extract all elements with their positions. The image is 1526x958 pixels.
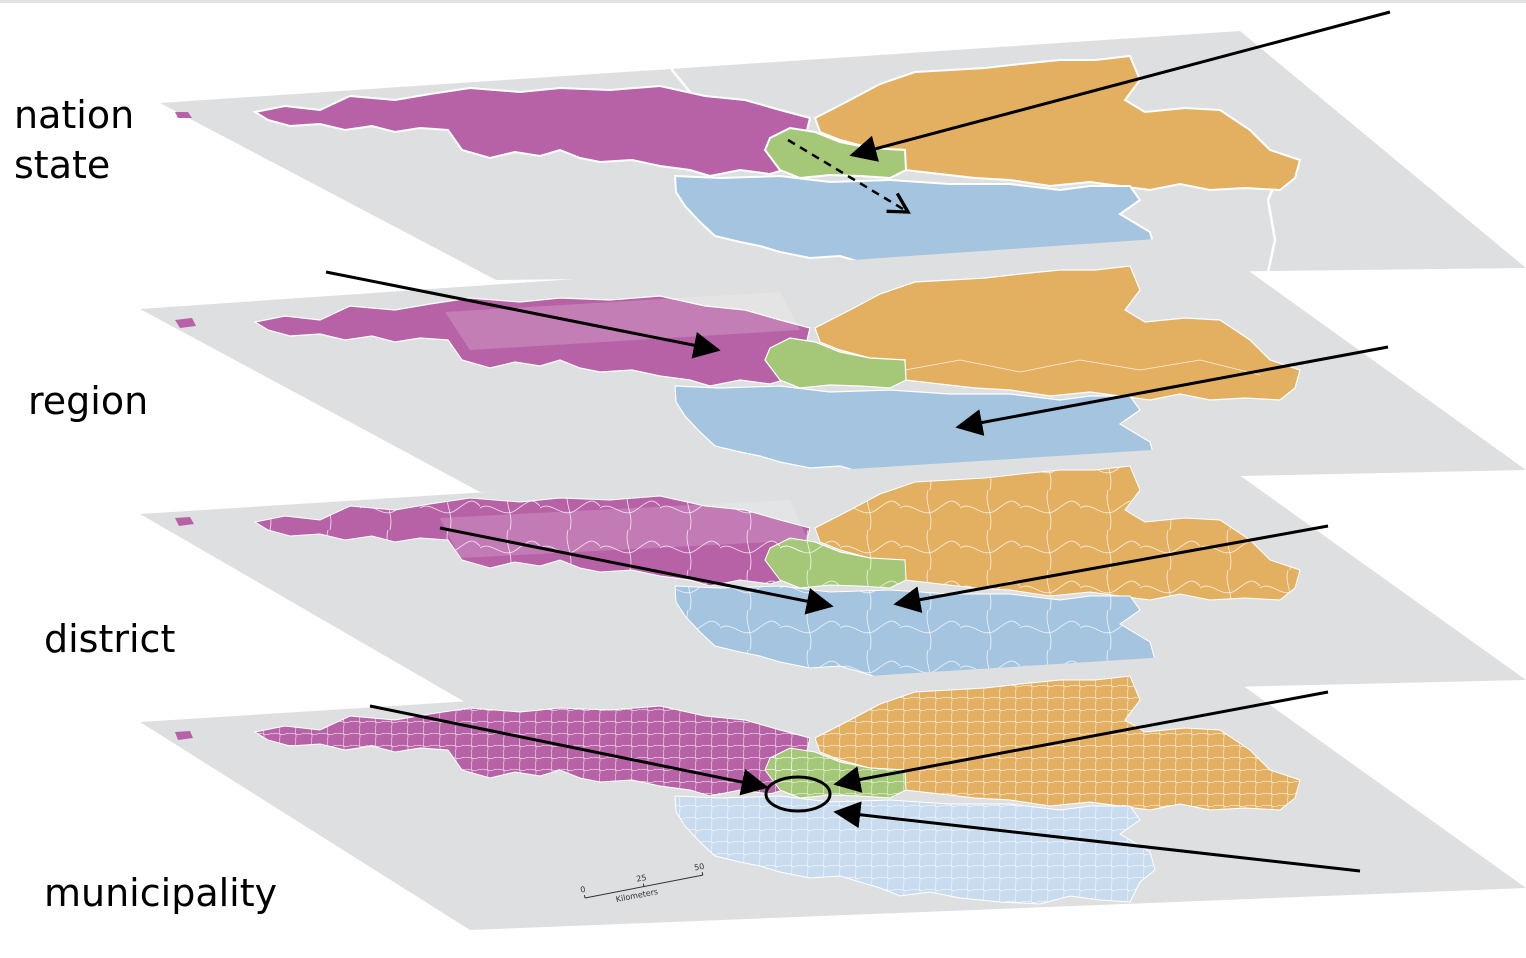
arrow-muni-left (369, 704, 769, 796)
arrow-region-left (325, 270, 721, 359)
scale-tick-50: 50 (693, 862, 705, 873)
arrow-muni-right (833, 690, 1329, 793)
district-layer (140, 447, 1526, 705)
arrow-nation-into-center (849, 10, 1391, 162)
arrow-muni-bottom (833, 801, 1361, 873)
nation-state-layer (160, 31, 1526, 285)
municipality-layer: 0 25 50 Kilometers (140, 655, 1526, 930)
arrow-district-left (439, 526, 834, 615)
label-municipality: municipality (44, 871, 278, 915)
arrow-nation-dashed (787, 138, 911, 214)
arrow-district-right (893, 524, 1329, 613)
label-nation-state: nation state (14, 93, 135, 187)
label-district: district (44, 617, 176, 661)
region-layer (140, 236, 1526, 495)
relationship-arrows (325, 10, 1391, 873)
label-region: region (28, 379, 149, 423)
scale-tick-25: 25 (636, 873, 648, 884)
arrow-region-right (955, 345, 1389, 436)
top-border (0, 0, 1526, 3)
scale-tick-0: 0 (580, 885, 587, 895)
